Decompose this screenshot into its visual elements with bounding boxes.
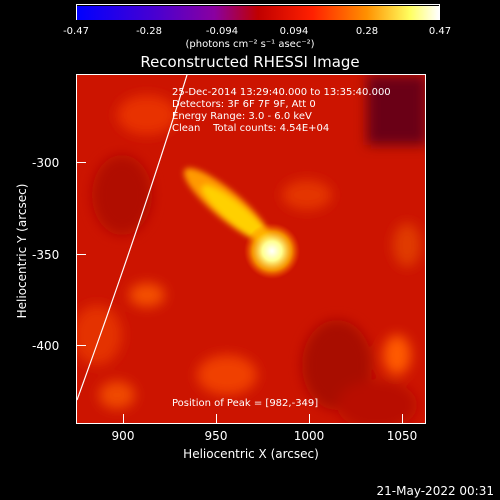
y-tick-mark <box>76 162 86 163</box>
colorbar-tick-label: 0.28 <box>355 26 379 37</box>
y-tick-mark <box>76 345 86 346</box>
y-tick-mark <box>76 254 86 255</box>
clean-counts-text: Clean Total counts: 4.54E+04 <box>172 123 330 134</box>
x-tick-mark <box>216 414 217 424</box>
rhessi-image-map <box>77 75 425 423</box>
rhessi-image: 25-Dec-2014 13:29:40.000 to 13:35:40.000… <box>76 74 426 424</box>
energy-range-text: Energy Range: 3.0 - 6.0 keV <box>172 111 312 122</box>
x-tick-mark <box>309 414 310 424</box>
colorbar-tick-label: -0.094 <box>205 26 239 37</box>
colorbar-tick-label: 0.47 <box>428 26 452 37</box>
x-tick-label: 1050 <box>386 429 418 443</box>
x-tick-label: 900 <box>111 429 135 443</box>
colorbar-units: (photons cm⁻² s⁻¹ asec⁻²) <box>185 39 315 50</box>
colorbar-tick-label: -0.47 <box>63 26 89 37</box>
x-tick-mark <box>402 414 403 424</box>
y-axis-label: Heliocentric Y (arcsec) <box>15 183 29 319</box>
x-tick-label: 950 <box>204 429 228 443</box>
x-tick-mark <box>123 414 124 424</box>
peak-position-text: Position of Peak = [982,-349] <box>172 398 319 409</box>
y-tick-label: -400 <box>32 339 60 353</box>
y-tick-label: -350 <box>32 248 60 262</box>
colorbar-tick-label: -0.28 <box>136 26 162 37</box>
x-axis-label: Heliocentric X (arcsec) <box>183 447 319 461</box>
time-range-text: 25-Dec-2014 13:29:40.000 to 13:35:40.000 <box>172 87 391 98</box>
colorbar-gradient <box>77 6 439 20</box>
colorbar <box>76 4 440 20</box>
date-stamp: 21-May-2022 00:31 <box>376 484 494 498</box>
colorbar-tick-label: 0.094 <box>279 26 309 37</box>
x-tick-label: 1000 <box>293 429 325 443</box>
y-tick-label: -300 <box>32 156 60 170</box>
detectors-text: Detectors: 3F 6F 7F 9F, Att 0 <box>172 99 316 110</box>
plot-title: Reconstructed RHESSI Image <box>140 53 360 71</box>
